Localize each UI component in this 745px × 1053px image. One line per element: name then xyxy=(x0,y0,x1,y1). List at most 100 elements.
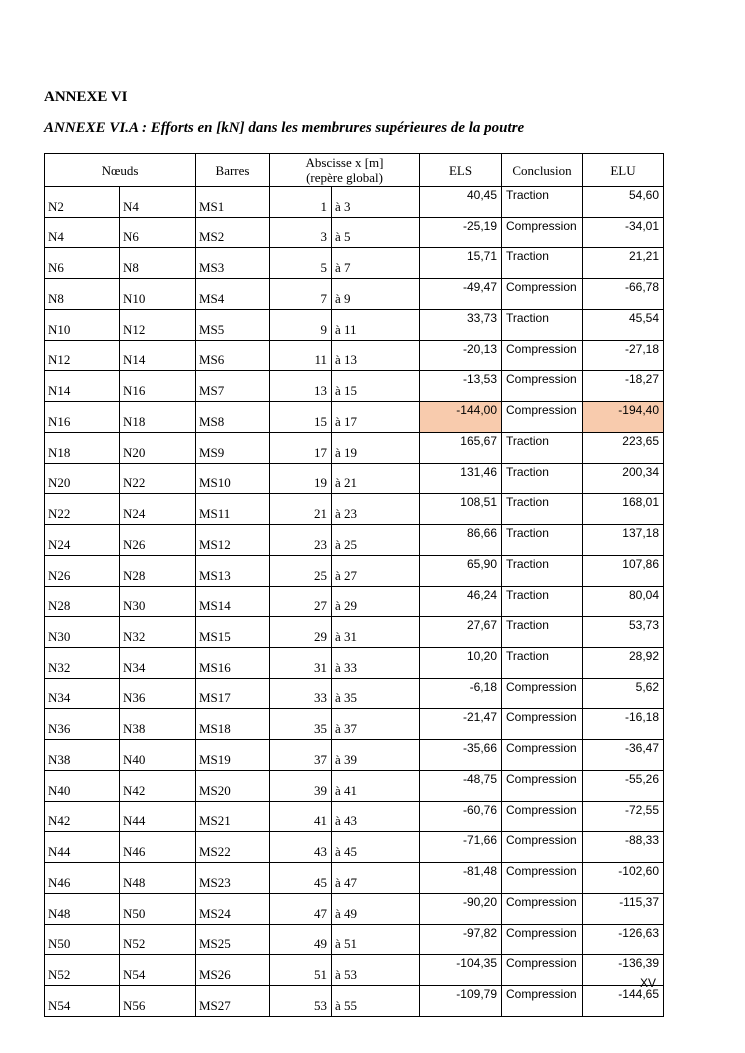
abscissa-end-cell: à 5 xyxy=(331,216,420,249)
conclusion-cell: Traction xyxy=(501,554,583,587)
node-end-cell: N16 xyxy=(119,370,196,403)
abscissa-start-cell: 45 xyxy=(269,862,332,894)
elu-cell: 223,65 xyxy=(582,431,664,464)
els-cell: 86,66 xyxy=(419,524,502,556)
abscissa-end-cell: à 15 xyxy=(331,370,420,403)
abscissa-end-cell: à 29 xyxy=(331,585,420,618)
abscissa-end-cell: à 27 xyxy=(331,554,420,587)
bar-cell: MS16 xyxy=(195,647,270,679)
bar-cell: MS2 xyxy=(195,216,270,249)
abscissa-start-cell: 27 xyxy=(269,585,332,618)
node-start-cell: N20 xyxy=(44,462,120,495)
abscissa-end-cell: à 7 xyxy=(331,247,420,280)
abscissa-start-cell: 23 xyxy=(269,524,332,556)
elu-cell: -34,01 xyxy=(582,216,664,249)
elu-cell: 53,73 xyxy=(582,616,664,649)
table-row: N28 N30 MS14 27 à 29 46,24 Traction 80,04 xyxy=(44,585,664,618)
els-cell: -60,76 xyxy=(419,800,502,833)
node-start-cell: N24 xyxy=(44,524,120,556)
node-end-cell: N10 xyxy=(119,278,196,310)
abscissa-end-cell: à 17 xyxy=(331,401,420,433)
conclusion-cell: Compression xyxy=(501,370,583,403)
node-start-cell: N4 xyxy=(44,216,120,249)
node-start-cell: N10 xyxy=(44,308,120,341)
table-row: N8 N10 MS4 7 à 9 -49,47 Compression -66,78 xyxy=(44,278,664,310)
node-end-cell: N6 xyxy=(119,216,196,249)
node-end-cell: N12 xyxy=(119,308,196,341)
abscissa-start-cell: 7 xyxy=(269,278,332,310)
elu-cell: -144,65 xyxy=(582,985,664,1017)
bar-cell: MS17 xyxy=(195,677,270,710)
abscissa-end-cell: à 55 xyxy=(331,985,420,1017)
node-end-cell: N4 xyxy=(119,186,196,218)
elu-cell: 21,21 xyxy=(582,247,664,280)
node-start-cell: N8 xyxy=(44,278,120,310)
table-row: N46 N48 MS23 45 à 47 -81,48 Compression -102,60 xyxy=(44,862,664,894)
els-cell: -144,00 xyxy=(419,401,502,433)
bar-cell: MS14 xyxy=(195,585,270,618)
node-start-cell: N42 xyxy=(44,800,120,833)
node-end-cell: N38 xyxy=(119,708,196,741)
elu-cell: 54,60 xyxy=(582,186,664,218)
node-end-cell: N52 xyxy=(119,923,196,956)
bar-cell: MS7 xyxy=(195,370,270,403)
conclusion-cell: Traction xyxy=(501,462,583,495)
conclusion-cell: Compression xyxy=(501,831,583,864)
table-row: N24 N26 MS12 23 à 25 86,66 Traction 137,18 xyxy=(44,524,664,556)
elu-cell: 168,01 xyxy=(582,493,664,526)
node-end-cell: N54 xyxy=(119,954,196,987)
node-start-cell: N28 xyxy=(44,585,120,618)
bar-cell: MS13 xyxy=(195,554,270,587)
bar-cell: MS1 xyxy=(195,186,270,218)
abscissa-start-cell: 51 xyxy=(269,954,332,987)
conclusion-cell: Traction xyxy=(501,186,583,218)
els-cell: -90,20 xyxy=(419,892,502,925)
node-start-cell: N54 xyxy=(44,985,120,1017)
elu-cell: -136,39 xyxy=(582,954,664,987)
table-row: N2 N4 MS1 1 à 3 40,45 Traction 54,60 xyxy=(44,186,664,218)
table-row: N48 N50 MS24 47 à 49 -90,20 Compression -115,37 xyxy=(44,892,664,925)
bar-cell: MS5 xyxy=(195,308,270,341)
conclusion-cell: Compression xyxy=(501,739,583,771)
node-end-cell: N14 xyxy=(119,339,196,372)
els-cell: 10,20 xyxy=(419,647,502,679)
conclusion-cell: Traction xyxy=(501,616,583,649)
els-cell: -35,66 xyxy=(419,739,502,771)
conclusion-cell: Compression xyxy=(501,769,583,802)
header-noeuds: Nœuds xyxy=(44,153,196,187)
node-start-cell: N44 xyxy=(44,831,120,864)
node-end-cell: N18 xyxy=(119,401,196,433)
node-end-cell: N8 xyxy=(119,247,196,280)
bar-cell: MS20 xyxy=(195,769,270,802)
table-row: N4 N6 MS2 3 à 5 -25,19 Compression -34,01 xyxy=(44,216,664,249)
node-start-cell: N22 xyxy=(44,493,120,526)
node-start-cell: N32 xyxy=(44,647,120,679)
table-row: N44 N46 MS22 43 à 45 -71,66 Compression -88,33 xyxy=(44,831,664,864)
node-end-cell: N36 xyxy=(119,677,196,710)
elu-cell: -27,18 xyxy=(582,339,664,372)
conclusion-cell: Traction xyxy=(501,308,583,341)
els-cell: -6,18 xyxy=(419,677,502,710)
bar-cell: MS10 xyxy=(195,462,270,495)
abscissa-start-cell: 39 xyxy=(269,769,332,802)
bar-cell: MS3 xyxy=(195,247,270,280)
abscissa-end-cell: à 35 xyxy=(331,677,420,710)
table-row: N30 N32 MS15 29 à 31 27,67 Traction 53,73 xyxy=(44,616,664,649)
header-abscisse-line2: (repère global) xyxy=(306,170,383,185)
bar-cell: MS12 xyxy=(195,524,270,556)
abscissa-start-cell: 41 xyxy=(269,800,332,833)
abscissa-start-cell: 25 xyxy=(269,554,332,587)
header-elu: ELU xyxy=(582,153,664,187)
table-row: N32 N34 MS16 31 à 33 10,20 Traction 28,92 xyxy=(44,647,664,679)
table-row: N6 N8 MS3 5 à 7 15,71 Traction 21,21 xyxy=(44,247,664,280)
header-row: Nœuds Barres Abscisse x [m] (repère globa… xyxy=(44,153,664,187)
conclusion-cell: Compression xyxy=(501,278,583,310)
abscissa-start-cell: 47 xyxy=(269,892,332,925)
abscissa-start-cell: 31 xyxy=(269,647,332,679)
abscissa-end-cell: à 9 xyxy=(331,278,420,310)
header-abscisse: Abscisse x [m] (repère global) xyxy=(269,153,420,187)
abscissa-end-cell: à 13 xyxy=(331,339,420,372)
node-end-cell: N20 xyxy=(119,431,196,464)
abscissa-start-cell: 49 xyxy=(269,923,332,956)
bar-cell: MS25 xyxy=(195,923,270,956)
